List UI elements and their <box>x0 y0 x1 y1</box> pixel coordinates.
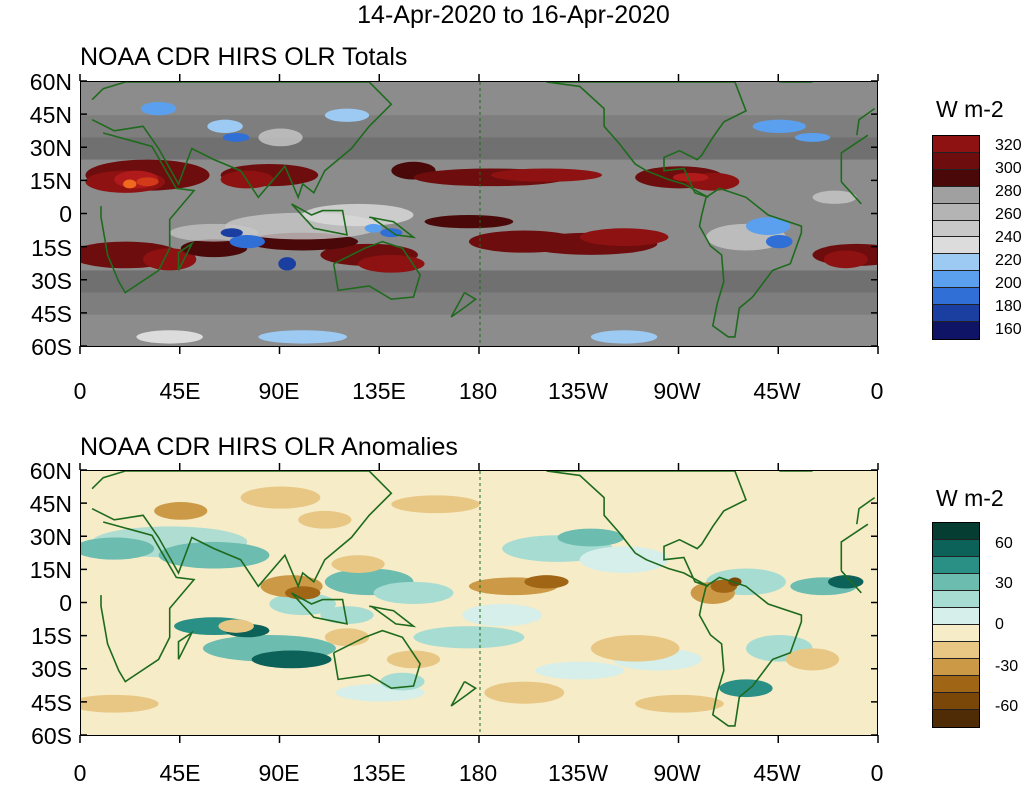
lon-label: 45W <box>753 760 801 786</box>
lon-label: 135W <box>547 760 609 786</box>
colorbar-swatch <box>933 556 979 574</box>
colorbar-label: 60 <box>995 535 1013 552</box>
lat-label: 30S <box>31 268 72 294</box>
lat-label: 60S <box>31 723 72 749</box>
panel-title-anomalies: NOAA CDR HIRS OLR Anomalies <box>80 433 458 461</box>
olr-totals-field <box>81 82 877 346</box>
colorbar-swatch <box>933 590 979 608</box>
map-anomalies <box>80 470 878 736</box>
lat-label: 15S <box>31 235 72 261</box>
lon-label: 45E <box>159 760 201 786</box>
colorbar-label: 200 <box>995 275 1022 292</box>
colorbar-title-totals: W m-2 <box>936 96 1004 122</box>
lon-label: 0 <box>870 378 884 404</box>
colorbar-label: 300 <box>995 160 1022 177</box>
colorbar-label: 260 <box>995 206 1022 223</box>
colorbar-swatch <box>933 523 979 540</box>
colorbar-swatch <box>933 539 979 557</box>
colorbar-swatch <box>933 203 979 221</box>
colorbar-swatch <box>933 136 979 153</box>
lon-label: 0 <box>73 378 87 404</box>
lon-label: 180 <box>458 760 498 786</box>
colorbar-swatch <box>933 271 979 289</box>
colorbar-swatch <box>933 220 979 238</box>
lon-label: 90W <box>653 760 701 786</box>
colorbar-swatch <box>933 573 979 591</box>
lat-label: 0 <box>59 201 72 227</box>
lat-label: 45N <box>29 491 72 517</box>
lat-label: 45S <box>31 690 72 716</box>
lat-label: 0 <box>59 590 72 616</box>
colorbar-swatch <box>933 186 979 204</box>
lon-label: 135W <box>547 378 609 404</box>
lat-label: 30N <box>29 135 72 161</box>
map-totals <box>80 81 878 347</box>
lon-label: 90E <box>258 378 300 404</box>
colorbar-swatch <box>933 607 979 625</box>
lon-label: 135E <box>352 378 406 404</box>
lat-label: 60N <box>29 458 72 484</box>
colorbar-label: 0 <box>995 616 1004 633</box>
colorbar-label: 280 <box>995 183 1022 200</box>
colorbar-swatch <box>933 658 979 676</box>
panel-title-totals: NOAA CDR HIRS OLR Totals <box>80 43 408 71</box>
colorbar-swatch <box>933 152 979 170</box>
lat-label: 60S <box>31 334 72 360</box>
colorbar-label: -60 <box>995 698 1019 715</box>
figure-title: 14-Apr-2020 to 16-Apr-2020 <box>357 1 670 29</box>
colorbar-swatch <box>933 675 979 693</box>
colorbar-title-anomalies: W m-2 <box>936 485 1004 511</box>
lon-label: 45W <box>753 378 801 404</box>
lon-label: 90E <box>258 760 300 786</box>
colorbar-label: 30 <box>995 575 1013 592</box>
lon-label: 90W <box>653 378 701 404</box>
colorbar-label: 160 <box>995 321 1022 338</box>
lon-label: 0 <box>73 760 87 786</box>
colorbar-label: 240 <box>995 229 1022 246</box>
colorbar-swatch <box>933 305 979 322</box>
lat-label: 15S <box>31 623 72 649</box>
lat-label: 15N <box>29 168 72 194</box>
colorbar-label: 180 <box>995 298 1022 315</box>
lon-label: 135E <box>352 760 406 786</box>
lat-label: 15N <box>29 557 72 583</box>
lon-label: 45E <box>159 378 201 404</box>
colorbar-swatch <box>933 237 979 255</box>
lon-label: 0 <box>870 760 884 786</box>
colorbar-swatch <box>933 254 979 272</box>
colorbar-label: 220 <box>995 252 1022 269</box>
lat-label: 60N <box>29 69 72 95</box>
lon-label: 180 <box>458 378 498 404</box>
lat-label: 45N <box>29 102 72 128</box>
colorbar-label: -30 <box>995 658 1019 675</box>
colorbar-totals <box>932 135 980 340</box>
colorbar-swatch <box>933 321 979 339</box>
colorbar-anomalies <box>932 522 980 728</box>
colorbar-swatch <box>933 169 979 187</box>
colorbar-swatch <box>933 624 979 642</box>
colorbar-label: 320 <box>995 137 1022 154</box>
lat-label: 45S <box>31 301 72 327</box>
colorbar-swatch <box>933 641 979 659</box>
lat-label: 30N <box>29 524 72 550</box>
colorbar-swatch <box>933 692 979 710</box>
olr-anomalies-field <box>81 471 877 735</box>
lat-label: 30S <box>31 656 72 682</box>
colorbar-swatch <box>933 709 979 727</box>
colorbar-swatch <box>933 288 979 306</box>
